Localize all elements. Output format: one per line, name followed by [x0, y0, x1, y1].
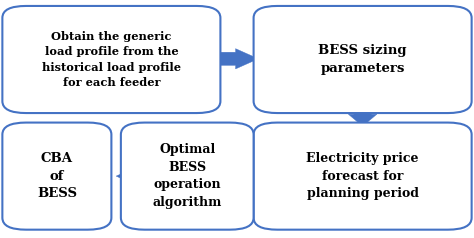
Polygon shape: [348, 109, 377, 126]
FancyBboxPatch shape: [2, 6, 220, 113]
FancyBboxPatch shape: [121, 123, 254, 230]
Polygon shape: [116, 166, 139, 186]
Text: Obtain the generic
load profile from the
historical load profile
for each feeder: Obtain the generic load profile from the…: [42, 31, 181, 88]
FancyBboxPatch shape: [254, 123, 472, 230]
Polygon shape: [216, 49, 258, 69]
FancyBboxPatch shape: [254, 6, 472, 113]
Text: CBA
of
BESS: CBA of BESS: [37, 152, 77, 200]
Text: Optimal
BESS
operation
algorithm: Optimal BESS operation algorithm: [153, 143, 222, 209]
Text: BESS sizing
parameters: BESS sizing parameters: [319, 44, 407, 75]
FancyBboxPatch shape: [2, 123, 111, 230]
Text: Electricity price
forecast for
planning period: Electricity price forecast for planning …: [306, 152, 419, 200]
Polygon shape: [249, 166, 272, 186]
